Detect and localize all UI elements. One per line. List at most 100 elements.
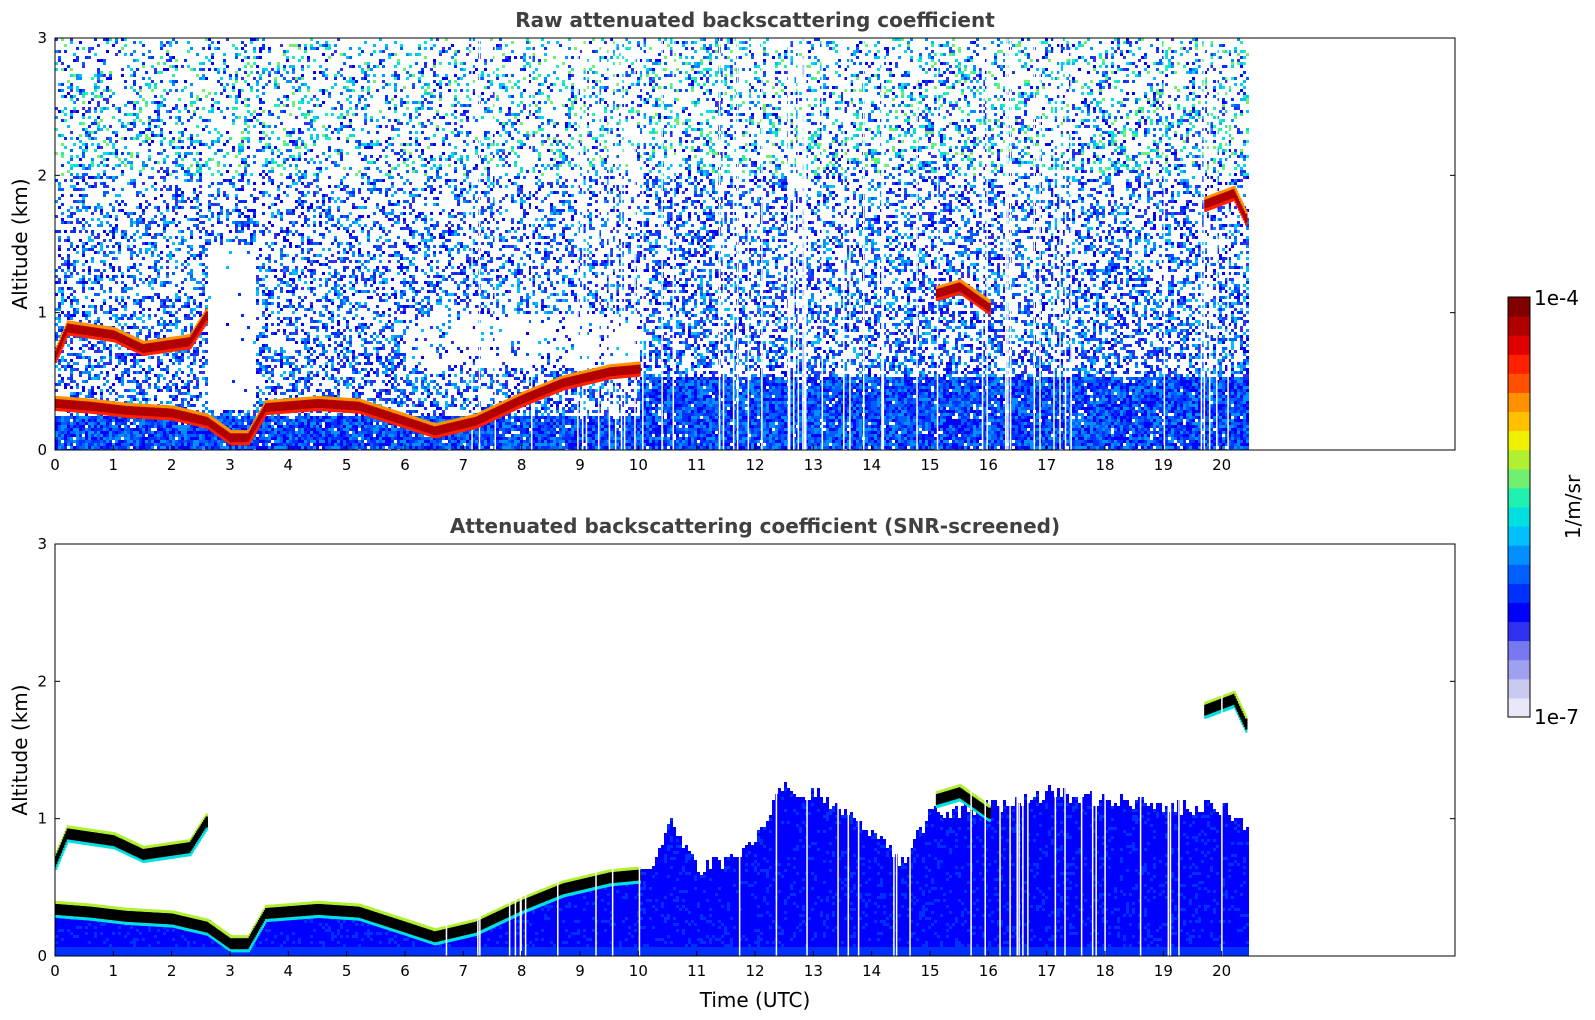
raw-pixel [130, 398, 133, 401]
raw-pixel [82, 203, 85, 206]
raw-pixel [58, 434, 61, 437]
raw-pixel [145, 278, 148, 281]
raw-pixel [76, 419, 79, 422]
raw-pixel [121, 395, 124, 398]
raw-pixel [58, 431, 61, 434]
raw-pixel [82, 356, 85, 359]
raw-pixel [88, 137, 91, 140]
raw-pixel [64, 299, 67, 302]
raw-pixel [127, 434, 130, 437]
raw-pixel [91, 239, 94, 242]
raw-pixel [139, 215, 142, 218]
raw-pixel [142, 140, 145, 143]
raw-pixel [115, 320, 118, 323]
raw-pixel [148, 383, 151, 386]
raw-pixel [133, 59, 136, 62]
raw-pixel [151, 80, 154, 83]
raw-pixel [58, 362, 61, 365]
raw-pixel [64, 419, 67, 422]
raw-pixel [133, 278, 136, 281]
raw-pixel [58, 188, 61, 191]
raw-pixel [118, 362, 121, 365]
raw-pixel [64, 428, 67, 431]
raw-pixel [109, 356, 112, 359]
raw-pixel [115, 41, 118, 44]
raw-pixel [133, 359, 136, 362]
raw-pixel [133, 422, 136, 425]
raw-pixel [94, 209, 97, 212]
raw-pixel [130, 167, 133, 170]
raw-pixel [100, 434, 103, 437]
raw-pixel [106, 221, 109, 224]
raw-pixel [94, 344, 97, 347]
raw-pixel [73, 263, 76, 266]
raw-pixel [79, 122, 82, 125]
raw-pixel [73, 446, 76, 449]
raw-pixel [106, 245, 109, 248]
raw-pixel [124, 356, 127, 359]
raw-pixel [148, 425, 151, 428]
raw-pixel [115, 344, 118, 347]
raw-pixel [133, 125, 136, 128]
raw-pixel [79, 134, 82, 137]
raw-pixel [115, 398, 118, 401]
raw-pixel [73, 425, 76, 428]
raw-pixel [121, 356, 124, 359]
raw-pixel [133, 89, 136, 92]
raw-pixel [82, 437, 85, 440]
raw-pixel [91, 131, 94, 134]
raw-pixel [58, 56, 61, 59]
raw-pixel [61, 194, 64, 197]
raw-pixel [88, 116, 91, 119]
raw-pixel [127, 428, 130, 431]
raw-pixel [64, 263, 67, 266]
raw-pixel [58, 134, 61, 137]
raw-pixel [70, 440, 73, 443]
raw-pixel [139, 422, 142, 425]
raw-pixel [97, 422, 100, 425]
raw-pixel [61, 287, 64, 290]
raw-pixel [64, 260, 67, 263]
raw-pixel [73, 362, 76, 365]
raw-pixel [136, 113, 139, 116]
raw-pixel [70, 41, 73, 44]
raw-pixel [76, 272, 79, 275]
raw-pixel [100, 350, 103, 353]
lidar-figure-svg: Raw attenuated backscattering coefficien… [0, 0, 1595, 1020]
raw-pixel [112, 236, 115, 239]
raw-pixel [88, 248, 91, 251]
raw-pixel [130, 431, 133, 434]
raw-pixel [148, 281, 151, 284]
raw-pixel [76, 173, 79, 176]
raw-pixel [73, 296, 76, 299]
raw-pixel [106, 362, 109, 365]
raw-pixel [76, 281, 79, 284]
raw-pixel [115, 437, 118, 440]
raw-pixel [88, 131, 91, 134]
raw-pixel [139, 41, 142, 44]
raw-pixel [100, 359, 103, 362]
raw-pixel [145, 242, 148, 245]
raw-pixel [58, 446, 61, 449]
raw-pixel [67, 362, 70, 365]
raw-pixel [118, 266, 121, 269]
raw-pixel [106, 164, 109, 167]
raw-pixel [139, 272, 142, 275]
raw-pixel [148, 143, 151, 146]
raw-pixel [148, 371, 151, 374]
raw-pixel [97, 242, 100, 245]
raw-pixel [142, 320, 145, 323]
raw-pixel [73, 308, 76, 311]
raw-pixel [97, 317, 100, 320]
raw-pixel [145, 206, 148, 209]
raw-pixel [139, 401, 142, 404]
raw-pixel [58, 305, 61, 308]
raw-pixel [94, 419, 97, 422]
raw-pixel [91, 260, 94, 263]
raw-pixel [94, 320, 97, 323]
raw-pixel [148, 446, 151, 449]
raw-pixel [100, 206, 103, 209]
raw-pixel [61, 326, 64, 329]
raw-pixel [61, 68, 64, 71]
raw-pixel [70, 155, 73, 158]
